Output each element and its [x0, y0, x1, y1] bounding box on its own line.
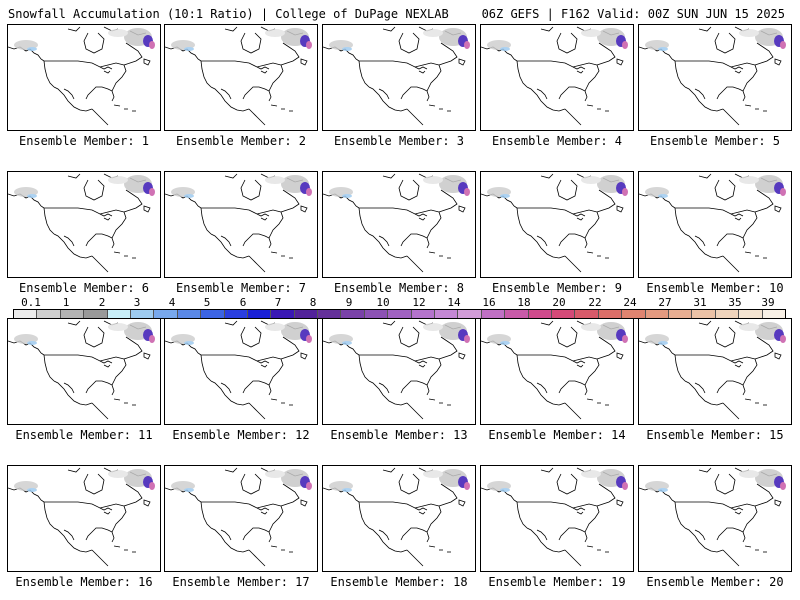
- ensemble-map-panel: [7, 171, 161, 278]
- ensemble-member-label: Ensemble Member: 4: [491, 134, 623, 148]
- colorbar-tick-label: 6: [239, 296, 247, 309]
- ensemble-member-label: Ensemble Member: 13: [330, 428, 468, 442]
- colorbar-cell: [575, 310, 599, 318]
- colorbar-cell: [551, 310, 576, 318]
- colorbar-tick-label: 1: [62, 296, 70, 309]
- title-right: 06Z GEFS | F162 Valid: 00Z SUN JUN 15 20…: [481, 7, 785, 21]
- colorbar-tick-label: 24: [623, 296, 637, 309]
- ensemble-member-label: Ensemble Member: 10: [646, 281, 784, 295]
- colorbar-cell: [692, 310, 716, 318]
- ensemble-member-label: Ensemble Member: 12: [172, 428, 310, 442]
- title-left: Snowfall Accumulation (10:1 Ratio) | Col…: [8, 7, 449, 21]
- colorbar-tick-label: 4: [168, 296, 176, 309]
- colorbar-tick-label: 27: [658, 296, 672, 309]
- colorbar-cell: [411, 310, 436, 318]
- colorbar-tick-label: 39: [761, 296, 775, 309]
- colorbar-cell: [294, 310, 319, 318]
- ensemble-map-panel: [480, 171, 634, 278]
- colorbar-cell: [598, 310, 623, 318]
- colorbar-cell: [762, 310, 785, 318]
- ensemble-map-panel: [638, 24, 792, 131]
- ensemble-map-panel: [7, 24, 161, 131]
- colorbar-cell: [435, 310, 459, 318]
- ensemble-map-panel: [164, 171, 318, 278]
- colorbar-tick-label: 9: [345, 296, 353, 309]
- colorbar-cell: [247, 310, 272, 318]
- ensemble-map-panel: [480, 24, 634, 131]
- colorbar-cell: [318, 310, 342, 318]
- colorbar-cell: [668, 310, 693, 318]
- ensemble-member-label: Ensemble Member: 19: [488, 575, 626, 589]
- ensemble-member-label: Ensemble Member: 18: [330, 575, 468, 589]
- colorbar-cell: [528, 310, 552, 318]
- ensemble-member-label: Ensemble Member: 3: [333, 134, 465, 148]
- colorbar-tick-label: 20: [552, 296, 566, 309]
- ensemble-map-panel: [480, 318, 634, 425]
- ensemble-member-label: Ensemble Member: 9: [491, 281, 623, 295]
- colorbar-cell: [107, 310, 131, 318]
- colorbar-cell: [481, 310, 506, 318]
- colorbar-cell: [505, 310, 529, 318]
- colorbar-cell: [60, 310, 85, 318]
- colorbar-tick-label: 5: [203, 296, 211, 309]
- colorbar-cell: [154, 310, 178, 318]
- ensemble-map-panel: [322, 318, 476, 425]
- ensemble-map-panel: [7, 318, 161, 425]
- colorbar-cell: [645, 310, 669, 318]
- ensemble-member-label: Ensemble Member: 6: [18, 281, 150, 295]
- ensemble-member-label: Ensemble Member: 14: [488, 428, 626, 442]
- colorbar-cell: [341, 310, 365, 318]
- colorbar-tick-label: 35: [728, 296, 742, 309]
- colorbar-tick-label: 2: [98, 296, 106, 309]
- ensemble-member-label: Ensemble Member: 16: [15, 575, 153, 589]
- ensemble-member-label: Ensemble Member: 1: [18, 134, 150, 148]
- ensemble-map-panel: [322, 171, 476, 278]
- colorbar-tick-label: 31: [693, 296, 707, 309]
- ensemble-member-label: Ensemble Member: 17: [172, 575, 310, 589]
- colorbar-tick-label: 16: [482, 296, 496, 309]
- ensemble-map-panel: [164, 318, 318, 425]
- colorbar-cell: [458, 310, 482, 318]
- ensemble-member-label: Ensemble Member: 8: [333, 281, 465, 295]
- colorbar-cell: [84, 310, 108, 318]
- ensemble-map-panel: [322, 465, 476, 572]
- colorbar-cell: [715, 310, 740, 318]
- colorbar-cell: [739, 310, 763, 318]
- colorbar-tick-label: 18: [517, 296, 531, 309]
- colorbar-tick-label: 3: [133, 296, 141, 309]
- colorbar-tick-label: 22: [588, 296, 602, 309]
- colorbar-cell: [177, 310, 202, 318]
- ensemble-map-panel: [7, 465, 161, 572]
- colorbar-tick-label: 8: [309, 296, 317, 309]
- colorbar-cell: [14, 310, 38, 318]
- ensemble-map-panel: [638, 171, 792, 278]
- ensemble-map-panel: [164, 465, 318, 572]
- ensemble-map-panel: [164, 24, 318, 131]
- colorbar-cell: [388, 310, 412, 318]
- colorbar-tick-label: 10: [376, 296, 390, 309]
- colorbar-cell: [224, 310, 248, 318]
- ensemble-member-label: Ensemble Member: 5: [649, 134, 781, 148]
- ensemble-member-label: Ensemble Member: 20: [646, 575, 784, 589]
- ensemble-member-label: Ensemble Member: 7: [175, 281, 307, 295]
- ensemble-map-panel: [480, 465, 634, 572]
- colorbar-tick-label: 14: [447, 296, 461, 309]
- ensemble-map-panel: [322, 24, 476, 131]
- ensemble-member-label: Ensemble Member: 11: [15, 428, 153, 442]
- snowfall-colorbar: [13, 309, 786, 319]
- colorbar-tick-label: 7: [274, 296, 282, 309]
- colorbar-cell: [130, 310, 155, 318]
- ensemble-map-panel: [638, 318, 792, 425]
- ensemble-map-panel: [638, 465, 792, 572]
- colorbar-cell: [271, 310, 295, 318]
- colorbar-cell: [201, 310, 225, 318]
- colorbar-cell: [37, 310, 61, 318]
- colorbar-cell: [622, 310, 646, 318]
- colorbar-tick-label: 12: [412, 296, 426, 309]
- ensemble-member-label: Ensemble Member: 15: [646, 428, 784, 442]
- colorbar-cell: [364, 310, 389, 318]
- ensemble-member-label: Ensemble Member: 2: [175, 134, 307, 148]
- colorbar-tick-label: 0.1: [21, 296, 41, 309]
